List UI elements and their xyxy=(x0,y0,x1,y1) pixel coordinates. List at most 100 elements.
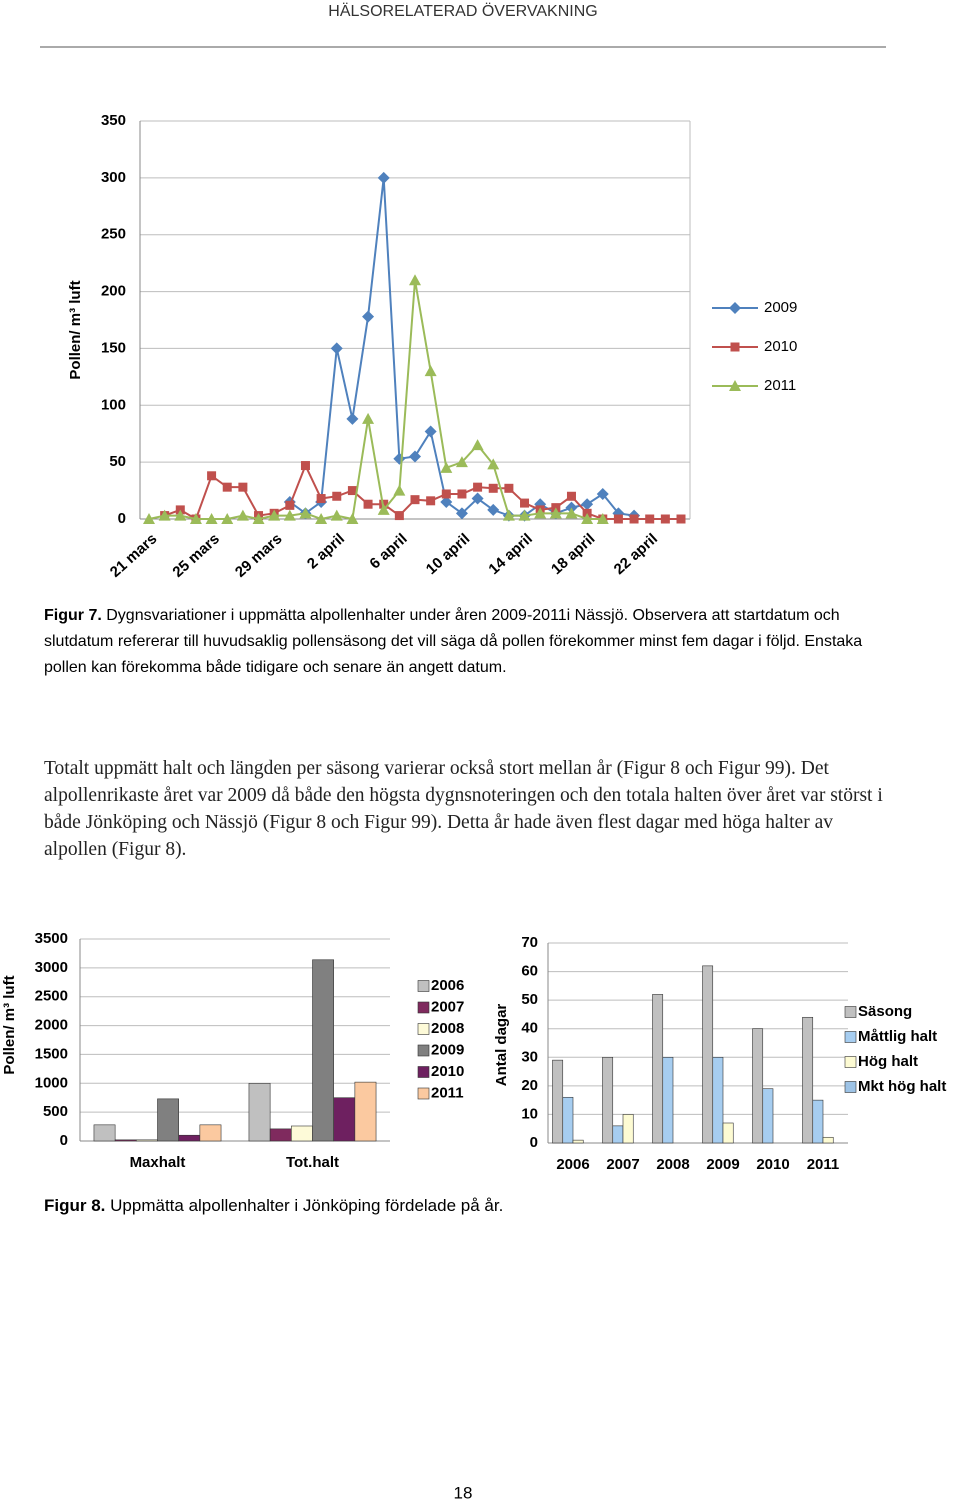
x-tick-label: Maxhalt xyxy=(130,1154,186,1171)
x-tick-label: 6 april xyxy=(366,530,410,572)
legend-label: 2010 xyxy=(431,1063,464,1080)
marker xyxy=(409,274,421,286)
y-tick-label: 300 xyxy=(101,169,126,186)
x-tick-label: 29 mars xyxy=(232,530,286,581)
marker xyxy=(377,171,390,184)
marker xyxy=(393,484,406,496)
y-tick-label: 0 xyxy=(60,1132,68,1149)
legend-label: 2011 xyxy=(764,377,796,394)
body-paragraph: Totalt uppmätt halt och längden per säso… xyxy=(44,758,883,860)
legend-label: Mkt hög halt xyxy=(858,1078,946,1095)
marker xyxy=(488,483,498,493)
y-tick-label: 2500 xyxy=(35,988,68,1005)
legend-swatch xyxy=(417,1023,430,1035)
y-tick-label: 10 xyxy=(521,1105,538,1122)
marker xyxy=(441,489,451,499)
marker xyxy=(252,513,265,524)
marker xyxy=(285,500,295,510)
legend-swatch xyxy=(844,1031,857,1043)
marker xyxy=(315,513,328,524)
marker xyxy=(660,514,670,524)
y-axis-label: Antal dagar xyxy=(493,1004,510,1087)
y-tick-label: 50 xyxy=(109,453,126,470)
bar xyxy=(157,1098,179,1142)
bar xyxy=(114,1139,137,1142)
bar xyxy=(269,1128,292,1142)
y-tick-label: 3000 xyxy=(35,959,68,976)
marker xyxy=(362,310,375,323)
marker xyxy=(283,509,296,521)
marker xyxy=(729,302,741,314)
bar xyxy=(178,1134,201,1142)
y-tick-label: 100 xyxy=(101,396,126,413)
legend-label: 2008 xyxy=(431,1020,464,1037)
legend-label: Hög halt xyxy=(858,1053,918,1070)
x-tick-label: 25 mars xyxy=(169,530,223,581)
marker xyxy=(409,450,421,463)
x-tick-label: 21 mars xyxy=(107,530,161,581)
y-tick-label: 350 xyxy=(101,112,126,129)
marker xyxy=(518,509,531,521)
y-axis-label: Pollen/ m³ luft xyxy=(1,975,18,1074)
y-tick-label: 70 xyxy=(521,934,538,951)
bar xyxy=(602,1056,614,1144)
marker xyxy=(729,380,741,391)
legend-label: Måttlig halt xyxy=(858,1028,937,1045)
legend-label: 2009 xyxy=(764,299,797,316)
marker xyxy=(236,509,249,521)
y-tick-label: 2000 xyxy=(35,1017,68,1034)
y-tick-label: 1500 xyxy=(35,1045,68,1062)
marker xyxy=(457,489,467,499)
y-tick-label: 500 xyxy=(43,1103,68,1120)
bar xyxy=(752,1028,764,1144)
marker xyxy=(549,507,562,519)
bar xyxy=(93,1124,116,1142)
marker xyxy=(730,342,740,352)
bar xyxy=(562,1096,574,1144)
marker xyxy=(410,495,420,505)
marker xyxy=(207,471,217,481)
legend-swatch xyxy=(417,1087,430,1100)
marker xyxy=(455,456,468,468)
figure-8-caption: Figur 8. Uppmätta alpollenhalter i Jönkö… xyxy=(44,1193,874,1219)
marker xyxy=(581,513,594,524)
x-tick-label: 14 april xyxy=(485,530,535,578)
marker xyxy=(629,514,639,524)
bar xyxy=(312,959,334,1142)
marker xyxy=(346,412,359,425)
bar xyxy=(712,1056,724,1144)
legend-swatch xyxy=(844,1081,857,1093)
marker xyxy=(596,487,609,500)
series-line xyxy=(164,463,681,521)
caption-text: Uppmätta alpollenhalter i Jönköping förd… xyxy=(110,1196,504,1215)
bar xyxy=(199,1124,222,1142)
marker xyxy=(440,495,453,508)
marker xyxy=(613,514,623,524)
x-tick-label: 2008 xyxy=(656,1156,689,1173)
legend-label: Säsong xyxy=(858,1003,912,1020)
marker xyxy=(596,513,609,524)
y-tick-label: 40 xyxy=(521,1020,538,1037)
bar xyxy=(652,994,664,1144)
marker xyxy=(174,509,187,521)
y-tick-label: 1000 xyxy=(35,1074,68,1091)
bar xyxy=(802,1016,814,1144)
marker xyxy=(377,503,390,515)
marker xyxy=(332,491,342,501)
y-tick-label: 200 xyxy=(101,283,126,300)
figure-7-caption: Figur 7. Dygnsvariationer i uppmätta alp… xyxy=(44,603,874,681)
marker xyxy=(347,486,357,496)
series-line xyxy=(148,280,603,521)
bar xyxy=(572,1139,584,1144)
marker xyxy=(189,513,202,524)
marker xyxy=(330,342,343,355)
legend-swatch xyxy=(417,1066,430,1078)
bar xyxy=(762,1088,774,1144)
marker xyxy=(645,514,655,524)
bar xyxy=(291,1125,313,1142)
y-tick-label: 250 xyxy=(101,226,126,243)
marker xyxy=(534,507,547,519)
caption-label: Figur 7. xyxy=(44,607,102,624)
x-tick-label: 22 april xyxy=(611,530,661,578)
marker xyxy=(471,492,484,505)
